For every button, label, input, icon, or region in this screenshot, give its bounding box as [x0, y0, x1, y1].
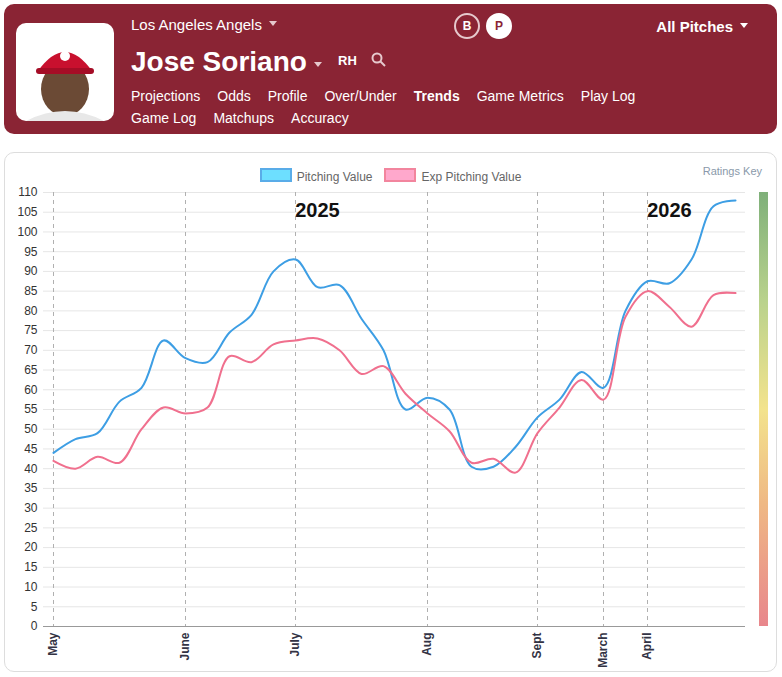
svg-text:50: 50	[24, 422, 38, 436]
svg-text:15: 15	[24, 560, 38, 574]
svg-text:0: 0	[31, 619, 38, 633]
html-text:RH: RH	[338, 53, 357, 68]
html-text:Game Log: Game Log	[131, 110, 197, 126]
html-text:Profile: Profile	[267, 88, 308, 104]
svg-text:2026: 2026	[647, 199, 692, 221]
html-text:Exp Pitching Value: Exp Pitching Value	[421, 170, 522, 184]
html-text:All Pitches: All Pitches	[656, 18, 733, 35]
svg-text:35: 35	[24, 481, 38, 495]
svg-text:75: 75	[24, 323, 38, 337]
svg-text:May: May	[46, 632, 60, 656]
svg-text:45: 45	[24, 442, 38, 456]
html-text:Los Angeles Angels: Los Angeles Angels	[131, 16, 262, 33]
html-text:Odds: Odds	[217, 88, 251, 104]
html-text:B: B	[462, 19, 472, 33]
html-text:Projections: Projections	[131, 88, 201, 104]
svg-text:110: 110	[18, 185, 37, 199]
svg-text:July: July	[288, 632, 302, 656]
svg-text:105: 105	[17, 205, 37, 219]
svg-text:40: 40	[24, 462, 38, 476]
svg-text:70: 70	[24, 343, 38, 357]
svg-text:90: 90	[24, 264, 38, 278]
svg-text:2025: 2025	[295, 199, 340, 221]
svg-text:April: April	[640, 633, 654, 660]
svg-text:55: 55	[24, 402, 38, 416]
svg-text:20: 20	[24, 540, 38, 554]
html-text:Over/Under: Over/Under	[324, 88, 397, 104]
html-text:Matchups: Matchups	[213, 110, 275, 126]
svg-text:March: March	[596, 633, 610, 668]
html-text:Pitching Value: Pitching Value	[296, 170, 373, 184]
svg-text:85: 85	[24, 284, 38, 298]
html-text:Trends: Trends	[413, 88, 460, 104]
svg-text:60: 60	[24, 383, 38, 397]
svg-text:65: 65	[24, 363, 38, 377]
html-text:Ratings Key: Ratings Key	[702, 165, 762, 177]
svg-text:100: 100	[17, 225, 37, 239]
html-text:P: P	[495, 19, 503, 33]
html-text:Jose Soriano: Jose Soriano	[131, 46, 307, 77]
svg-text:30: 30	[24, 501, 38, 515]
html-text:Game Metrics: Game Metrics	[476, 88, 564, 104]
html-text:Accuracy: Accuracy	[291, 110, 349, 126]
svg-text:95: 95	[24, 245, 38, 259]
svg-text:25: 25	[24, 521, 38, 535]
svg-text:10: 10	[24, 580, 38, 594]
svg-text:5: 5	[31, 600, 38, 614]
svg-text:Aug: Aug	[420, 633, 434, 656]
svg-text:June: June	[178, 632, 192, 660]
svg-text:Sept: Sept	[530, 633, 544, 659]
svg-text:80: 80	[24, 304, 38, 318]
html-text:Play Log: Play Log	[580, 88, 636, 104]
